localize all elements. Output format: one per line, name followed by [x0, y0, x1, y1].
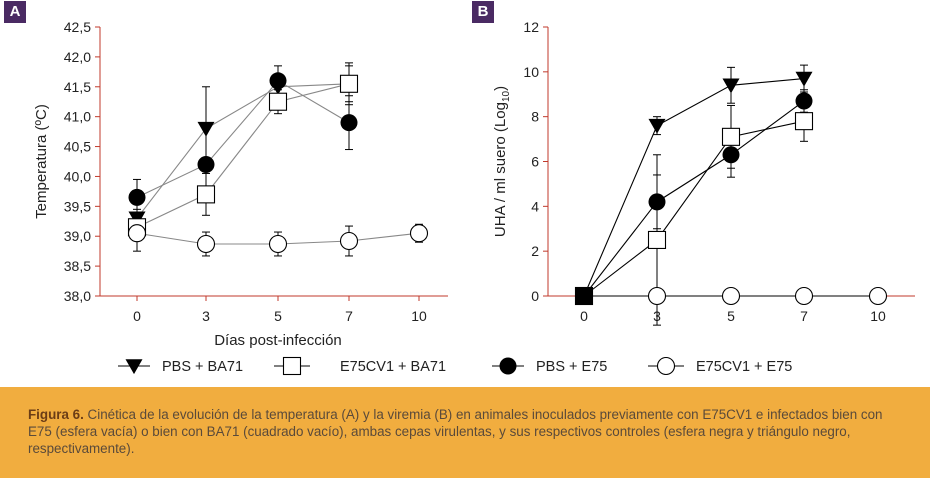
- panel-b-badge: B: [472, 1, 494, 23]
- caption-label: Figura 6.: [28, 407, 84, 422]
- y-tick-label: 41,5: [64, 79, 91, 95]
- chart-a-temperature: 38,0 38,5 39,0 39,5 40,0 40,5 41,0 41,5 42,0 42,5…: [33, 19, 448, 349]
- data-point: [128, 188, 146, 206]
- data-point: [409, 224, 429, 243]
- x-tick-label: 7: [800, 308, 808, 324]
- y-axis-label: Temperatura (ºC): [33, 104, 50, 219]
- data-point: [196, 185, 216, 204]
- data-point: [794, 112, 814, 131]
- data-point: [269, 72, 287, 90]
- x-tick-label: 0: [133, 308, 141, 324]
- y-tick-label: 42,0: [64, 49, 91, 65]
- figure: 38,0 38,5 39,0 39,5 40,0 40,5 41,0 41,5 42,0 42,5…: [33, 19, 915, 376]
- y-tick-label: 41,0: [64, 109, 91, 125]
- data-point: [722, 78, 740, 94]
- legend-item: PBS + E75: [492, 357, 607, 375]
- data-point: [339, 74, 359, 93]
- y-tick-label: 0: [531, 288, 539, 304]
- data-point: [197, 121, 215, 137]
- caption-text: Cinética de la evolución de la temperatu…: [28, 407, 883, 456]
- data-point-start: [575, 287, 593, 305]
- data-point: [127, 224, 147, 243]
- series-line: [136, 80, 350, 198]
- x-tick-label: 3: [202, 308, 210, 324]
- caption-paragraph: Figura 6. Cinética de la evolución de la…: [28, 406, 902, 457]
- x-tick-label: 10: [870, 308, 886, 324]
- data-point: [722, 146, 740, 164]
- y-tick-label: 40,0: [64, 168, 91, 184]
- y-axis-label: UHA / ml suero (Log10): [492, 86, 512, 237]
- legend-marker: [656, 356, 676, 376]
- chart-b-viremia: 024681012035710UHA / ml suero (Log10): [492, 19, 915, 326]
- y-tick-label: 39,0: [64, 228, 91, 244]
- y-tick-label: 39,5: [64, 198, 91, 214]
- legend-marker: [499, 357, 517, 375]
- series-line: [583, 78, 805, 297]
- y-tick-label: 4: [531, 198, 539, 214]
- x-tick-label: 5: [274, 308, 282, 324]
- legend-marker: [125, 359, 143, 375]
- series-line: [583, 100, 805, 297]
- legend-marker: [282, 356, 302, 376]
- data-point: [868, 286, 888, 306]
- series-markers: [127, 72, 429, 254]
- data-point: [647, 286, 667, 306]
- data-point: [648, 193, 666, 211]
- y-axis-label-sub: 10: [501, 90, 512, 102]
- data-point: [268, 92, 288, 111]
- legend-label: PBS + E75: [536, 359, 607, 375]
- y-axis-label-end: ): [492, 86, 509, 91]
- y-tick-label: 2: [531, 243, 539, 259]
- legend-item: E75CV1 + BA71: [274, 356, 446, 376]
- legend-item: E75CV1 + E75: [648, 356, 792, 376]
- legend-label: PBS + BA71: [162, 359, 243, 375]
- x-tick-label: 0: [580, 308, 588, 324]
- y-tick-label: 38,5: [64, 258, 91, 274]
- legend-label: E75CV1 + BA71: [340, 359, 446, 375]
- data-point: [721, 286, 741, 306]
- data-point: [647, 230, 667, 250]
- x-axis-label: Días post-infección: [214, 332, 342, 349]
- legend-label: E75CV1 + E75: [696, 359, 792, 375]
- data-point: [339, 231, 359, 251]
- y-tick-label: 42,5: [64, 19, 91, 35]
- data-point: [268, 234, 288, 254]
- data-point: [794, 286, 814, 306]
- y-tick-label: 10: [523, 64, 539, 80]
- x-tick-label: 10: [411, 308, 427, 324]
- y-tick-label: 12: [523, 19, 539, 35]
- series-line: [583, 120, 805, 297]
- x-tick-label: 5: [727, 308, 735, 324]
- x-tick-label: 7: [345, 308, 353, 324]
- y-tick-label: 8: [531, 109, 539, 125]
- error-bars: [653, 64, 808, 326]
- data-point: [721, 127, 741, 146]
- panel-a-badge: A: [4, 1, 26, 23]
- data-point: [648, 118, 666, 134]
- y-tick-label: 38,0: [64, 288, 91, 304]
- data-point: [340, 114, 358, 132]
- figure-caption: Figura 6. Cinética de la evolución de la…: [0, 387, 930, 478]
- series-line: [136, 83, 350, 228]
- y-tick-label: 40,5: [64, 139, 91, 155]
- y-axis-label-main: UHA / ml suero (Log: [492, 102, 509, 237]
- series-markers: [574, 71, 888, 306]
- y-tick-label: 6: [531, 154, 539, 170]
- series-line: [136, 83, 350, 219]
- data-point: [795, 71, 813, 87]
- data-point: [196, 234, 216, 254]
- legend-item: PBS + BA71: [118, 359, 243, 375]
- data-point: [197, 155, 215, 173]
- legend: PBS + BA71 E75CV1 + BA71 PBS + E75 E75CV1 +…: [118, 356, 792, 376]
- data-point: [795, 92, 813, 110]
